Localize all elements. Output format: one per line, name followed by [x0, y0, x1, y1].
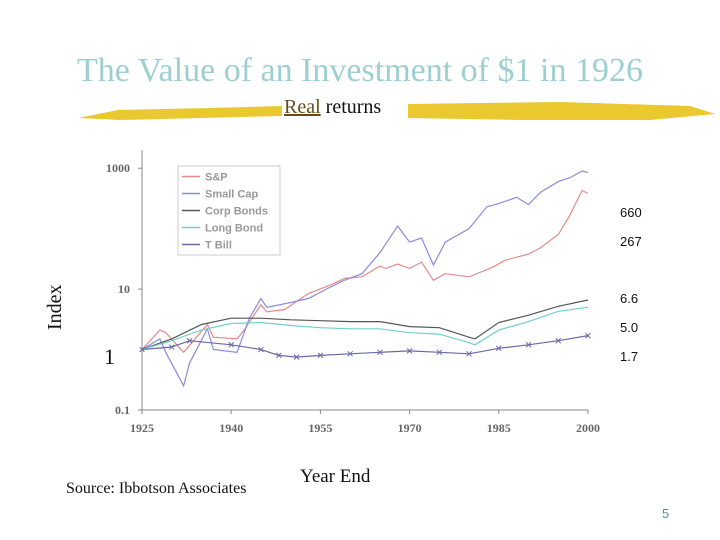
y-tick-label: 10: [118, 282, 130, 296]
x-tick-label: 1925: [130, 421, 154, 435]
tbill-marker: [347, 350, 353, 357]
tbill-marker: [186, 337, 193, 344]
tbill-marker: [293, 354, 300, 360]
tbill-marker: [406, 348, 413, 354]
tbill-marker: [139, 346, 145, 353]
series-line-corp-bonds: [141, 299, 589, 351]
x-tick-label: 1955: [308, 421, 332, 435]
tbill-marker: [275, 352, 282, 359]
tbill-marker: [525, 341, 532, 348]
tbill-marker: [377, 349, 383, 356]
tbill-marker: [495, 345, 502, 352]
page-number: 5: [662, 506, 670, 521]
slide-subtitle: Real returns: [282, 96, 384, 119]
y-tick-label: 1000: [106, 161, 130, 175]
series-line-long-bond: [141, 306, 589, 351]
x-tick-label: 1985: [487, 421, 511, 435]
x-tick-label: 2000: [576, 421, 600, 435]
highlight-left: [78, 106, 282, 120]
end-value-label-sp: 660: [620, 205, 642, 220]
series-line-t-bill: [141, 335, 589, 358]
highlight-stroke-left: [78, 102, 715, 120]
legend-label: Small Cap: [205, 189, 258, 201]
y-tick-label: 0.1: [115, 403, 130, 417]
series-line-s-p: [141, 189, 589, 354]
x-axis-title: Year End: [300, 466, 371, 487]
x-tick-label: 1940: [219, 421, 243, 435]
x-tick-label: 1970: [398, 421, 422, 435]
tbill-marker: [466, 350, 472, 357]
legend-label: S&P: [205, 172, 228, 184]
tbill-marker: [258, 346, 264, 353]
tbill-marker: [585, 332, 591, 339]
subtitle-rest: returns: [320, 96, 382, 118]
highlight-right: [408, 102, 715, 120]
subtitle-bar: Real returns: [0, 96, 720, 126]
tbill-marker: [436, 349, 443, 356]
end-value-label-long-bond: 5.0: [620, 320, 639, 335]
legend-label: T Bill: [205, 240, 232, 252]
tbill-marker: [317, 352, 324, 359]
end-value-label-corp-bonds: 6.6: [620, 291, 639, 306]
source-note: Source: Ibbotson Associates: [66, 480, 247, 497]
tbill-marker: [168, 344, 175, 350]
subtitle-underlined-word: Real: [284, 96, 321, 118]
legend-label: Corp Bonds: [205, 206, 268, 218]
tbill-marker: [228, 341, 235, 348]
series-line-small-cap: [141, 170, 589, 388]
y-label-one: 1: [104, 344, 115, 369]
tbill-marker: [555, 337, 562, 344]
end-value-label-t-bill: 1.7: [620, 349, 639, 364]
legend-label: Long Bond: [205, 223, 263, 235]
slide-title: The Value of an Investment of $1 in 1926: [77, 52, 643, 89]
end-value-label-small-cap: 267: [620, 234, 642, 249]
